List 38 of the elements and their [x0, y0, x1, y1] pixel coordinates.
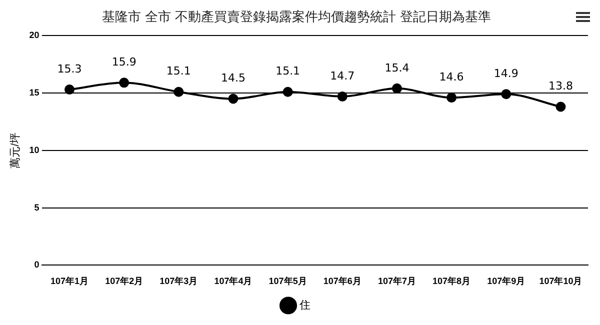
x-tick-label: 107年4月: [214, 276, 252, 286]
y-axis-title: 萬元/坪: [8, 132, 22, 168]
point: [446, 92, 457, 103]
x-tick-label: 107年7月: [378, 276, 416, 286]
x-tick-label: 107年9月: [487, 276, 526, 286]
legend-label: 住: [299, 300, 310, 312]
x-tick-label: 107年6月: [323, 276, 362, 286]
data-label: 14.9: [494, 67, 518, 80]
data-label: 15.1: [166, 64, 191, 78]
y-tick-label: 15: [29, 87, 40, 98]
data-label: 13.8: [548, 80, 573, 93]
x-tick-label: 107年10月: [539, 276, 582, 286]
x-tick-label: 107年1月: [50, 276, 89, 286]
x-tick-label: 107年3月: [160, 276, 198, 286]
data-label: 15.9: [112, 56, 136, 69]
y-tick-label: 5: [34, 202, 40, 212]
point: [282, 86, 293, 97]
point: [174, 86, 184, 97]
x-tick-label: 107年2月: [105, 276, 144, 286]
data-label: 14.7: [330, 69, 355, 82]
point: [64, 84, 74, 95]
point: [228, 94, 238, 104]
y-tick-label: 20: [29, 30, 40, 40]
point: [337, 91, 348, 102]
data-label: 15.3: [57, 62, 82, 76]
y-tick-label: 0: [34, 260, 40, 270]
point: [501, 89, 512, 100]
x-tick-label: 107年5月: [268, 276, 307, 286]
data-label: 14.5: [220, 72, 246, 85]
point: [556, 102, 566, 112]
y-tick-label: 10: [29, 144, 40, 155]
data-label: 15.4: [384, 61, 410, 74]
chart-title: 基隆市 全市 不動產買賣登錄揭露案件均價趨勢統計 登記日期為基準: [102, 9, 492, 26]
point: [119, 78, 130, 88]
x-tick-label: 107年8月: [432, 276, 471, 286]
data-label: 14.6: [439, 70, 464, 84]
data-label: 15.1: [276, 64, 300, 78]
point: [392, 83, 402, 94]
